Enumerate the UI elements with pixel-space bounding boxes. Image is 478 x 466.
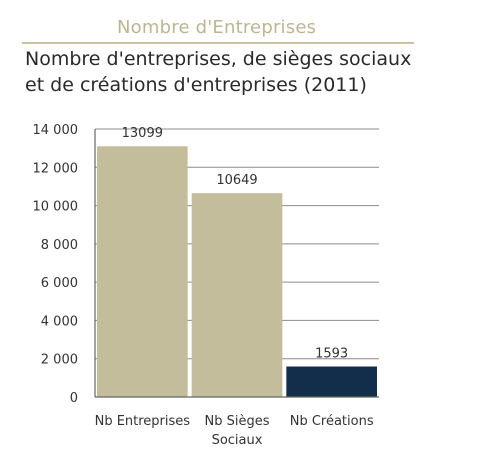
- x-tick-label: Nb Créations: [290, 414, 374, 429]
- x-tick-label: Nb Sièges: [205, 414, 270, 429]
- chart-title-line-2: et de créations d'entreprises (2011): [25, 74, 367, 96]
- y-tick-label: 8 000: [41, 238, 78, 253]
- x-tick-label: Nb Entreprises: [95, 414, 191, 429]
- section-title: Nombre d'Entreprises: [117, 17, 317, 38]
- bar: [191, 193, 283, 397]
- y-tick-label: 0: [70, 391, 78, 406]
- y-tick-label: 14 000: [33, 123, 79, 138]
- chart-title: Nombre d'entreprises, de sièges sociaux …: [25, 46, 465, 98]
- y-tick-label: 2 000: [41, 353, 78, 368]
- y-tick-label: 12 000: [33, 161, 79, 176]
- bar-value-label: 13099: [122, 126, 163, 141]
- chart-title-line-1: Nombre d'entreprises, de sièges sociaux: [25, 48, 412, 70]
- y-tick-label: 6 000: [41, 276, 78, 291]
- y-tick-label: 4 000: [41, 314, 78, 329]
- bar-value-label: 10649: [216, 173, 257, 188]
- x-tick-label: Sociaux: [212, 433, 263, 448]
- bar-value-label: 1593: [315, 347, 348, 362]
- y-tick-label: 10 000: [33, 200, 79, 215]
- bar: [97, 146, 188, 397]
- section-header: Nombre d'Entreprises: [22, 14, 414, 44]
- bar: [286, 366, 377, 397]
